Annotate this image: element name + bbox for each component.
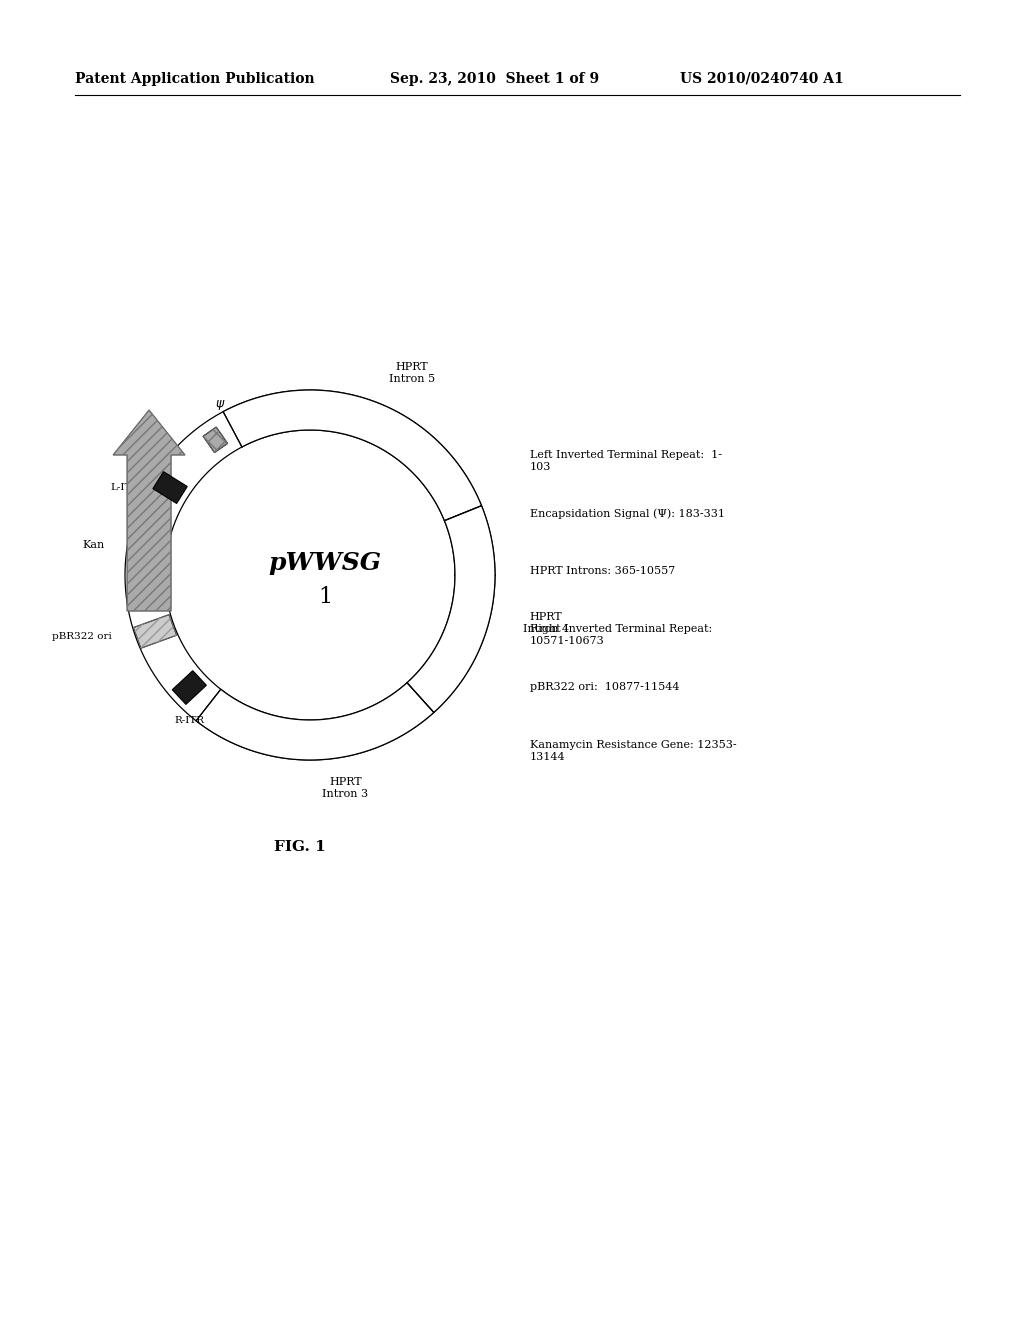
Text: Right Inverted Terminal Repeat:
10571-10673: Right Inverted Terminal Repeat: 10571-10… — [530, 624, 713, 645]
Text: L-ITR: L-ITR — [111, 483, 140, 492]
Text: HPRT
Intron 3: HPRT Intron 3 — [323, 777, 369, 799]
Bar — [153, 471, 187, 503]
Bar — [133, 615, 176, 648]
Bar — [133, 615, 176, 648]
Text: 1: 1 — [317, 586, 332, 609]
Text: FIG. 1: FIG. 1 — [274, 840, 326, 854]
Text: pWWSG: pWWSG — [268, 550, 382, 576]
Text: Patent Application Publication: Patent Application Publication — [75, 73, 314, 86]
Text: pBR322 ori: pBR322 ori — [52, 632, 112, 642]
Polygon shape — [407, 506, 495, 713]
Text: Encapsidation Signal (Ψ): 183-331: Encapsidation Signal (Ψ): 183-331 — [530, 508, 725, 519]
Text: Sep. 23, 2010  Sheet 1 of 9: Sep. 23, 2010 Sheet 1 of 9 — [390, 73, 599, 86]
Text: Left Inverted Terminal Repeat:  1-
103: Left Inverted Terminal Repeat: 1- 103 — [530, 450, 722, 471]
Polygon shape — [223, 389, 481, 520]
Text: HPRT
Intron 4: HPRT Intron 4 — [522, 612, 568, 634]
Text: HPRT
Intron 5: HPRT Intron 5 — [388, 362, 434, 384]
Text: pBR322 ori:  10877-11544: pBR322 ori: 10877-11544 — [530, 682, 680, 692]
Bar — [172, 671, 207, 705]
Polygon shape — [197, 682, 434, 760]
Bar — [203, 428, 227, 453]
Polygon shape — [113, 411, 185, 611]
Text: Kan: Kan — [83, 540, 105, 550]
Text: Kanamycin Resistance Gene: 12353-
13144: Kanamycin Resistance Gene: 12353- 13144 — [530, 741, 736, 762]
Text: R-ITR: R-ITR — [174, 715, 205, 725]
Text: US 2010/0240740 A1: US 2010/0240740 A1 — [680, 73, 844, 86]
Bar — [203, 428, 227, 453]
Text: HPRT Introns: 365-10557: HPRT Introns: 365-10557 — [530, 566, 675, 576]
Text: $\psi$: $\psi$ — [215, 397, 225, 412]
